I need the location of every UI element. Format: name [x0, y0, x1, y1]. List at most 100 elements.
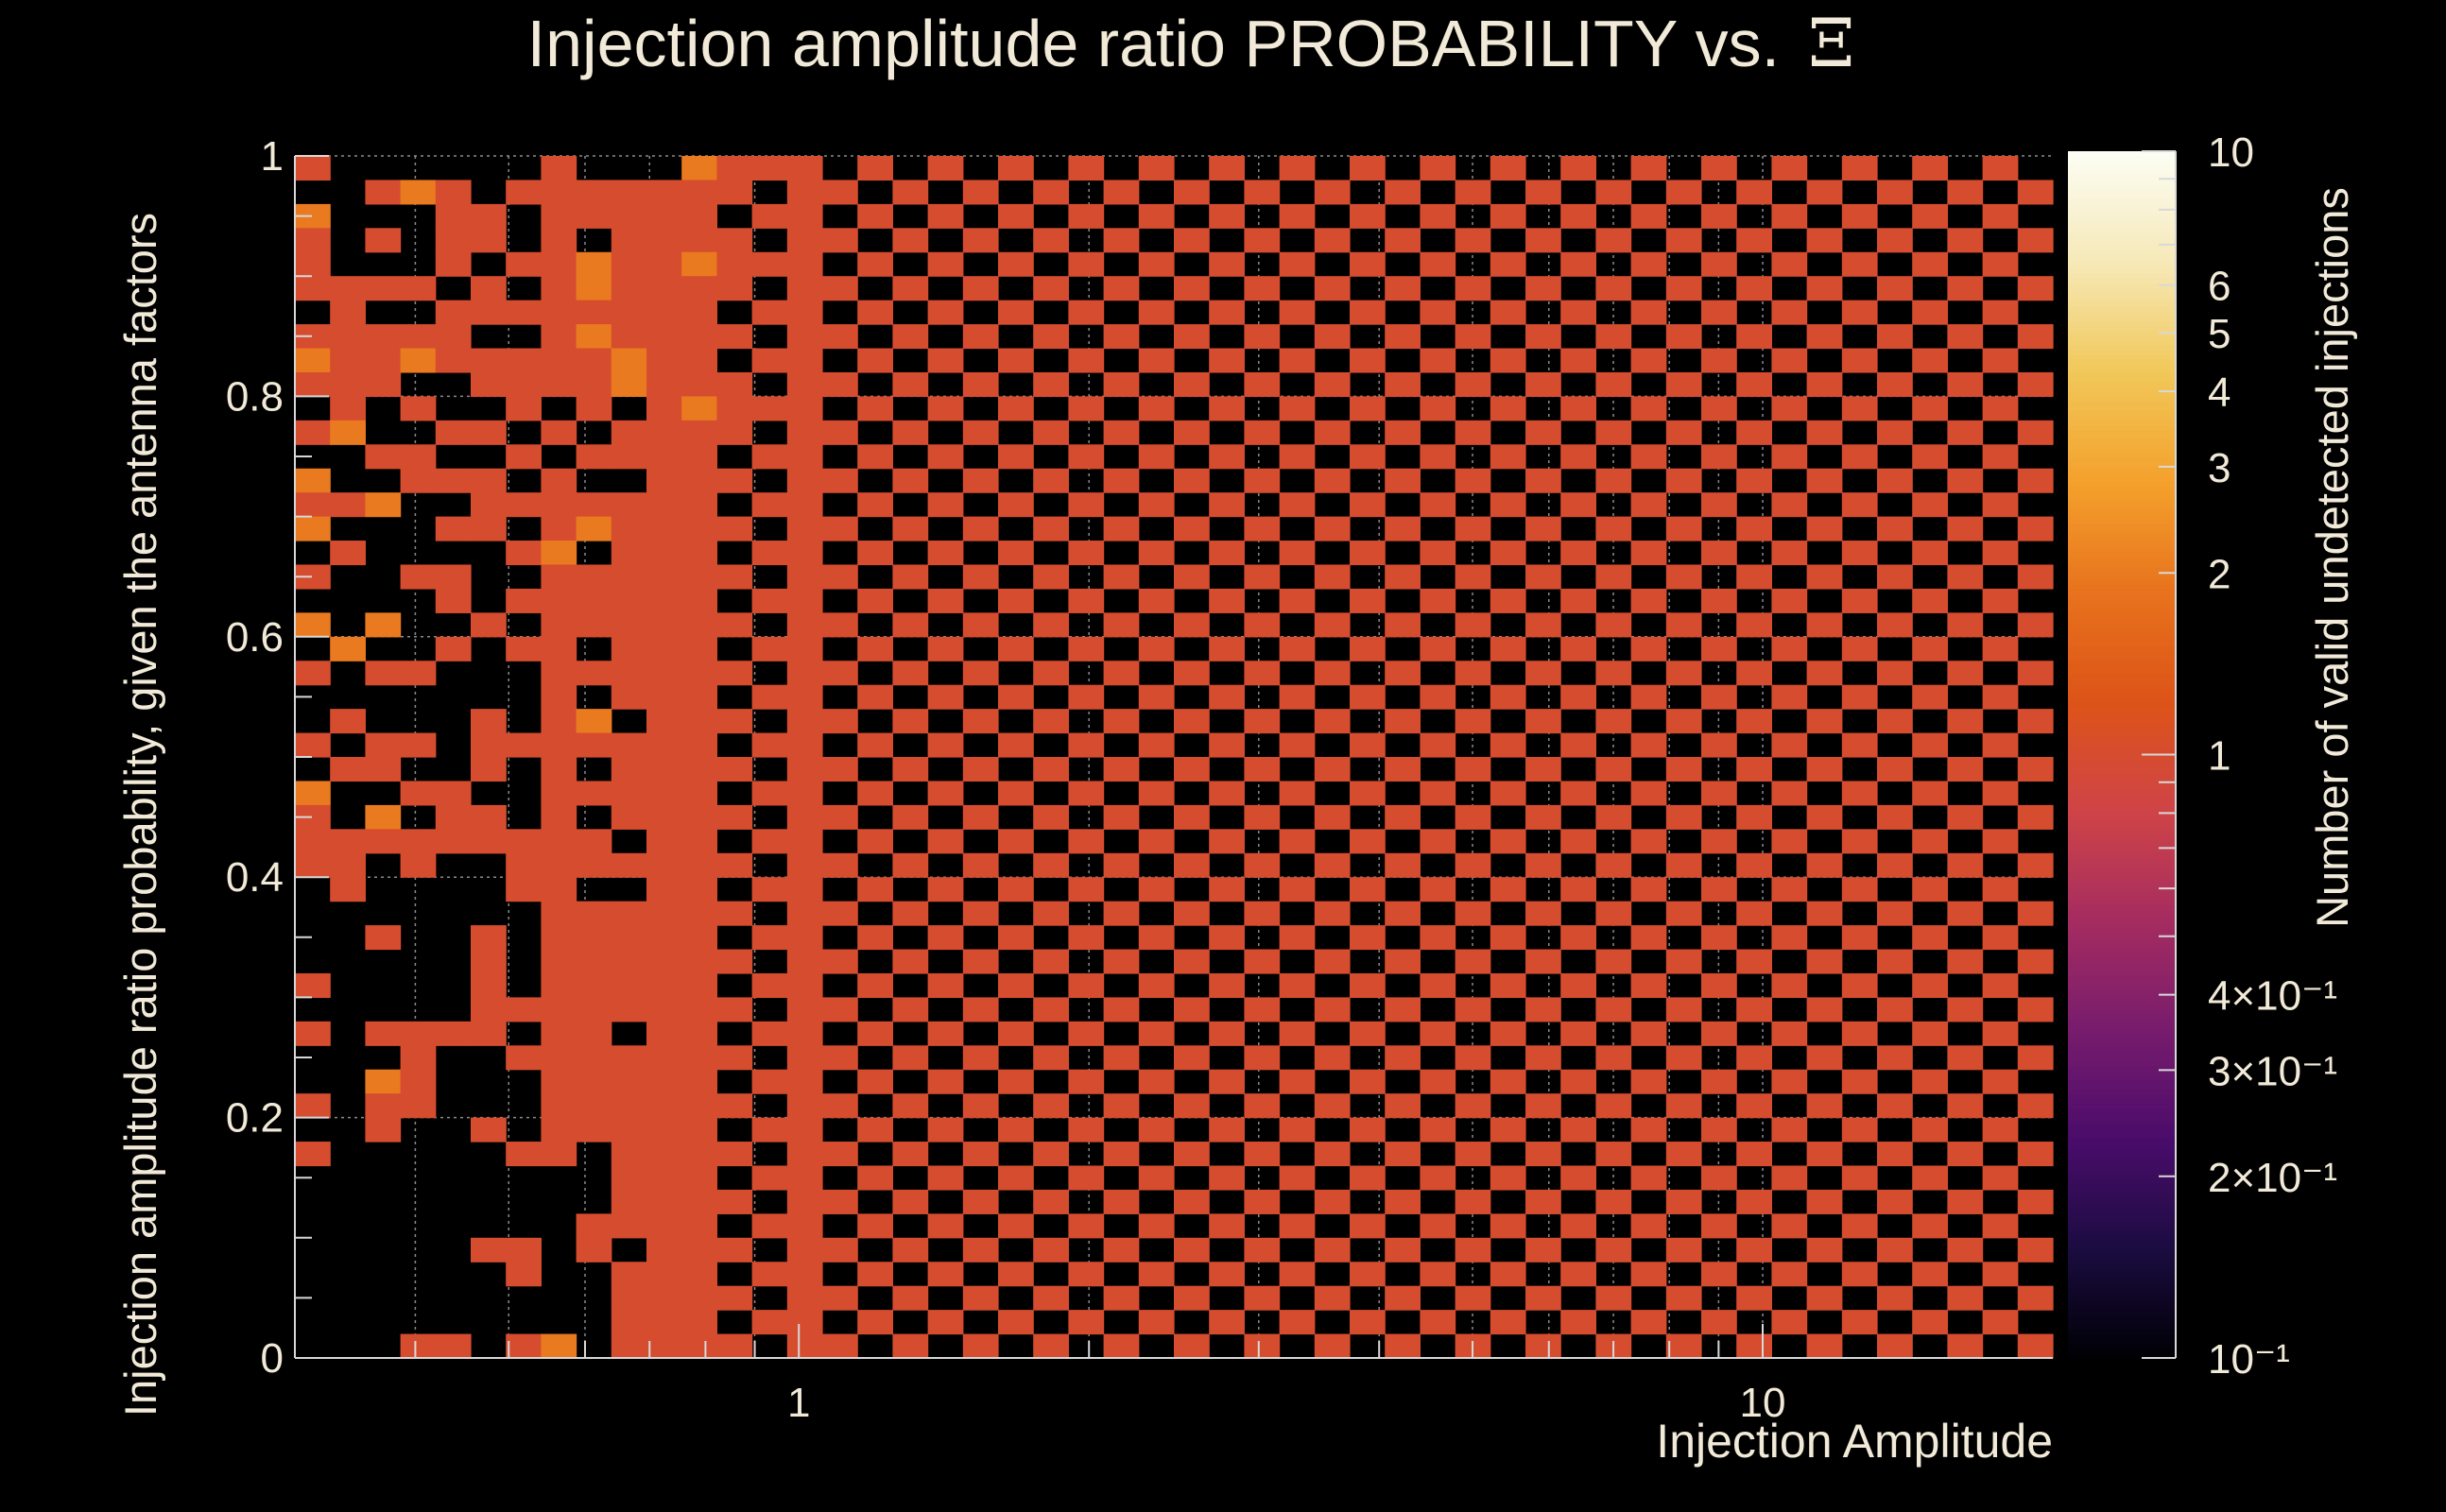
heatmap-cell	[1103, 901, 1140, 926]
colorbar-segment	[2068, 943, 2176, 949]
heatmap-cell	[1209, 877, 1245, 902]
colorbar-segment	[2068, 820, 2176, 826]
colorbar-segment	[2068, 254, 2176, 261]
colorbar-segment	[2068, 472, 2176, 477]
heatmap-cell	[646, 852, 682, 878]
heatmap-cell	[786, 709, 823, 734]
heatmap-cell	[681, 1213, 717, 1239]
heatmap-cell	[1736, 564, 1772, 590]
colorbar-segment	[2068, 1245, 2176, 1250]
heatmap-cell	[892, 1333, 929, 1359]
heatmap-cell	[857, 156, 893, 181]
heatmap-cell	[681, 468, 717, 493]
heatmap-cell	[1455, 1093, 1491, 1119]
heatmap-cell	[576, 1021, 612, 1046]
heatmap-cell	[822, 1142, 858, 1167]
heatmap-cell	[1068, 732, 1105, 758]
heatmap-cell	[998, 251, 1034, 277]
heatmap-cell	[1420, 1021, 1456, 1046]
heatmap-cell	[681, 1093, 717, 1119]
heatmap-cell	[716, 757, 753, 782]
heatmap-cell	[1279, 396, 1316, 421]
heatmap-cell	[681, 516, 717, 541]
heatmap-cell	[646, 972, 682, 998]
heatmap-cell	[611, 1045, 647, 1071]
heatmap-cell	[400, 468, 437, 493]
colorbar-segment	[2068, 740, 2176, 747]
colorbar-segment	[2068, 929, 2176, 935]
colorbar-segment	[2068, 509, 2176, 515]
heatmap-cell	[786, 1069, 823, 1094]
heatmap-cell	[2017, 804, 2054, 830]
heatmap-cell	[1455, 564, 1491, 590]
heatmap-cell	[1806, 709, 1843, 734]
heatmap-cell	[611, 348, 647, 373]
heatmap-cell	[646, 684, 682, 710]
heatmap-cell	[1525, 949, 1561, 974]
heatmap-cell	[1033, 1285, 1069, 1311]
heatmap-cell	[1244, 564, 1281, 590]
heatmap-cell	[1771, 1262, 1808, 1287]
colorbar-segment	[2068, 636, 2176, 643]
heatmap-cell	[786, 661, 823, 686]
heatmap-cell	[1103, 1189, 1140, 1214]
heatmap-cell	[1665, 757, 1702, 782]
y-axis-label: Injection amplitude ratio probability, g…	[115, 213, 165, 1417]
heatmap-cell	[1350, 732, 1386, 758]
heatmap-cell	[1244, 901, 1281, 926]
heatmap-cell	[1771, 732, 1808, 758]
heatmap-cell	[1490, 1165, 1526, 1191]
heatmap-cell	[1174, 1189, 1210, 1214]
heatmap-cell	[1630, 829, 1667, 854]
heatmap-cell	[1736, 468, 1772, 493]
heatmap-cell	[400, 444, 437, 470]
heatmap-cell	[1877, 228, 1913, 253]
colorbar-segment	[2068, 382, 2176, 388]
colorbar-segment	[2068, 169, 2176, 176]
heatmap-cell	[822, 468, 858, 493]
heatmap-cell	[857, 492, 893, 518]
heatmap-cell	[576, 781, 612, 806]
heatmap-cell	[962, 468, 999, 493]
heatmap-cell	[1947, 180, 1984, 205]
heatmap-cell	[2017, 228, 2054, 253]
heatmap-cell	[716, 852, 753, 878]
heatmap-cell	[1947, 1285, 1984, 1311]
heatmap-cell	[1595, 709, 1632, 734]
colorbar-segment	[2068, 372, 2176, 379]
heatmap-cell	[1385, 564, 1421, 590]
heatmap-cell	[646, 228, 682, 253]
heatmap-cell	[1103, 1285, 1140, 1311]
heatmap-cell	[1595, 1285, 1632, 1311]
heatmap-cell	[716, 276, 753, 301]
heatmap-cell	[1912, 300, 1948, 325]
heatmap-cell	[1033, 804, 1069, 830]
colorbar-segment	[2068, 957, 2176, 963]
heatmap-cell	[927, 541, 964, 566]
heatmap-cell	[1560, 636, 1596, 662]
heatmap-cell	[1947, 1189, 1984, 1214]
heatmap-cell	[1877, 1093, 1913, 1119]
heatmap-cell	[822, 757, 858, 782]
heatmap-cell	[1912, 203, 1948, 229]
heatmap-cell	[1630, 1262, 1667, 1287]
heatmap-cell	[1665, 564, 1702, 590]
heatmap-cell	[1033, 661, 1069, 686]
heatmap-cell	[1314, 997, 1351, 1022]
colorbar-segment	[2068, 1207, 2176, 1212]
heatmap-cell	[927, 203, 964, 229]
heatmap-cell	[786, 925, 823, 951]
heatmap-cell	[1736, 180, 1772, 205]
heatmap-cell	[786, 516, 823, 541]
heatmap-cell	[1314, 1093, 1351, 1119]
heatmap-cell	[751, 156, 788, 181]
heatmap-cell	[1560, 396, 1596, 421]
colorbar-segment	[2068, 980, 2176, 987]
heatmap-cell	[1490, 1069, 1526, 1094]
heatmap-cell	[681, 444, 717, 470]
heatmap-cell	[611, 324, 647, 350]
heatmap-cell	[1209, 1069, 1245, 1094]
heatmap-cell	[716, 420, 753, 445]
heatmap-cell	[786, 492, 823, 518]
colorbar-segment	[2068, 1046, 2176, 1053]
